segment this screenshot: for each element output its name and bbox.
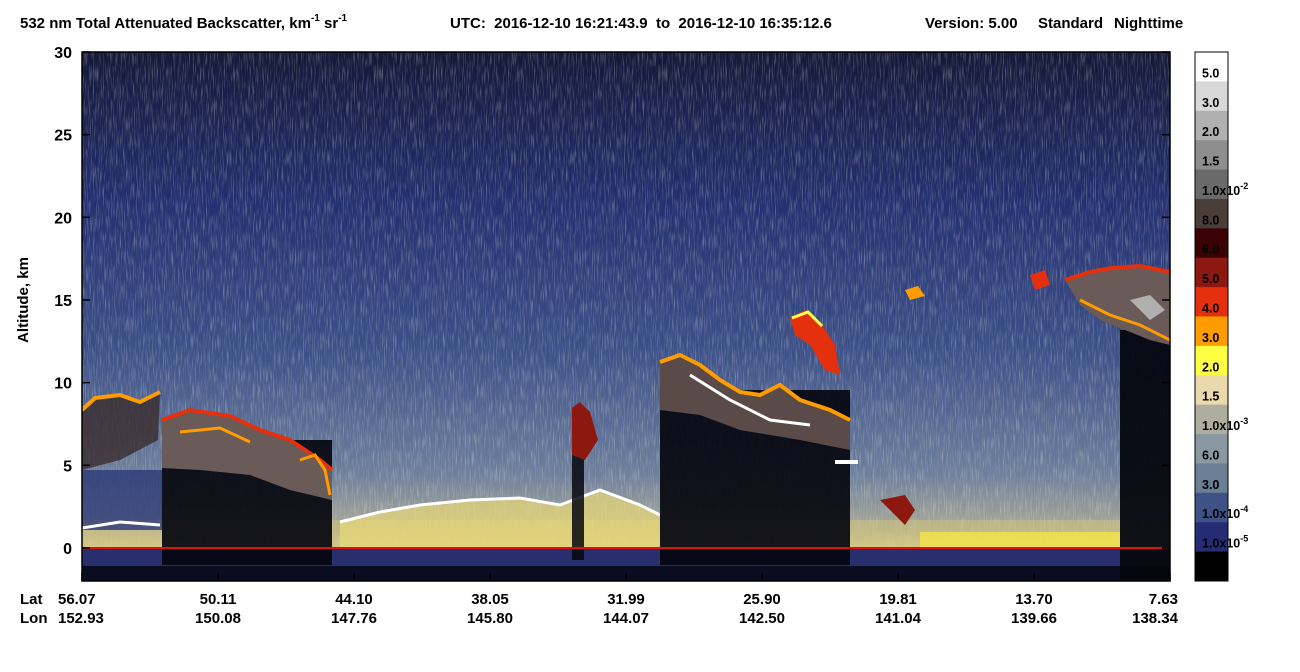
colorbar-label-text: 5.0 <box>1202 272 1219 286</box>
y-tick-label: 15 <box>54 293 72 310</box>
y-tick-label: 0 <box>63 541 72 558</box>
lon-tick-label: 147.76 <box>331 610 377 627</box>
colorbar-label: 1.0x10-3 <box>1202 416 1248 433</box>
colorbar-label: 3.0 <box>1202 331 1219 345</box>
utc-range: UTC: 2016-12-10 16:21:43.9 to 2016-12-10… <box>450 15 832 32</box>
colorbar-label: 5.0 <box>1202 272 1219 286</box>
colorbar-label-text: 1.0x10 <box>1202 537 1240 551</box>
colorbar-swatch <box>1195 551 1228 582</box>
lon-tick-label: 152.93 <box>58 610 104 627</box>
colorbar-swatch <box>1195 110 1228 141</box>
lat-tick-label: 50.11 <box>200 591 237 608</box>
colorbar-swatch <box>1195 52 1228 82</box>
lon-tick-label: 139.66 <box>1011 610 1057 627</box>
colorbar-label: 2.0 <box>1202 360 1219 374</box>
mode: Nighttime <box>1114 15 1183 32</box>
lon-tick-label: 142.50 <box>739 610 785 627</box>
lat-tick-label: 31.99 <box>607 591 645 608</box>
colorbar-swatch <box>1195 492 1228 523</box>
colorbar-swatch <box>1195 228 1228 259</box>
title-superscript: -1 <box>338 13 347 24</box>
colorbar-frame <box>1194 51 1229 582</box>
colorbar-label-text: 1.0x10 <box>1202 419 1240 433</box>
y-tick-label: 10 <box>54 376 72 393</box>
colorbar-swatch <box>1195 316 1228 347</box>
colorbar-label-text: 6.0 <box>1202 448 1219 462</box>
colorbar-label-exponent: -2 <box>1240 181 1248 191</box>
colorbar-label-exponent: -4 <box>1240 504 1248 514</box>
title-superscript: -1 <box>311 13 320 24</box>
colorbar-swatch <box>1195 257 1228 288</box>
colorbar-label-text: 8.0 <box>1202 213 1219 227</box>
colorbar-swatch <box>1195 198 1228 229</box>
colorbar-swatch <box>1195 345 1228 376</box>
colorbar-label-text: 3.0 <box>1202 331 1219 345</box>
colorbar-swatch <box>1195 140 1228 171</box>
colorbar-label-text: 5.0 <box>1202 66 1219 80</box>
version: Version: 5.00 <box>925 15 1018 32</box>
colorbar-swatch <box>1195 463 1228 494</box>
colorbar-label-text: 2.0 <box>1202 125 1219 139</box>
lon-tick-label: 138.34 <box>1132 610 1179 627</box>
title-text: sr <box>320 15 339 32</box>
lon-tick-label: 141.04 <box>875 610 922 627</box>
y-tick-label: 5 <box>63 458 72 475</box>
colorbar-label: 3.0 <box>1202 478 1219 492</box>
colorbar-swatch <box>1195 404 1228 435</box>
colorbar-label: 1.5 <box>1202 155 1219 169</box>
y-axis-label: Altitude, km <box>15 257 32 343</box>
colorbar-label: 5.0 <box>1202 66 1219 80</box>
lon-tick-label: 150.08 <box>195 610 241 627</box>
colorbar-label-text: 6.0 <box>1202 243 1219 257</box>
colorbar-label: 6.0 <box>1202 243 1219 257</box>
lon-tick-label: 144.07 <box>603 610 649 627</box>
lon-tick-label: 145.80 <box>467 610 513 627</box>
colorbar-swatch <box>1195 169 1228 200</box>
chart-title: 532 nm Total Attenuated Backscatter, km-… <box>20 13 348 32</box>
product: Standard <box>1038 15 1103 32</box>
y-tick-label: 25 <box>54 128 72 145</box>
lat-tick-label: 7.63 <box>1149 591 1178 608</box>
colorbar-swatch <box>1195 375 1228 406</box>
colorbar-label-text: 2.0 <box>1202 360 1219 374</box>
lat-tick-label: 38.05 <box>471 591 509 608</box>
colorbar-label-text: 1.0x10 <box>1202 184 1240 198</box>
colorbar-label: 1.5 <box>1202 390 1219 404</box>
colorbar-label: 8.0 <box>1202 213 1219 227</box>
lat-tick-label: 44.10 <box>335 591 373 608</box>
lon-label: Lon <box>20 610 48 627</box>
colorbar-label-text: 4.0 <box>1202 302 1219 316</box>
colorbar-swatch <box>1195 81 1228 112</box>
colorbar-label: 1.0x10-4 <box>1202 504 1248 521</box>
colorbar-label-text: 1.5 <box>1202 155 1219 169</box>
lat-tick-label: 13.70 <box>1015 591 1053 608</box>
colorbar-label-text: 3.0 <box>1202 96 1219 110</box>
colorbar-label: 3.0 <box>1202 96 1219 110</box>
colorbar-label-exponent: -5 <box>1240 534 1248 544</box>
colorbar-label-text: 1.0x10 <box>1202 507 1240 521</box>
lat-tick-label: 56.07 <box>58 591 96 608</box>
colorbar-label: 1.0x10-5 <box>1202 534 1248 551</box>
colorbar-swatch <box>1195 522 1228 553</box>
y-tick-label: 20 <box>54 210 72 227</box>
backscatter-image <box>82 52 1170 581</box>
colorbar-label: 6.0 <box>1202 448 1219 462</box>
y-tick-label: 30 <box>54 45 72 62</box>
colorbar-label-text: 3.0 <box>1202 478 1219 492</box>
lat-tick-label: 25.90 <box>743 591 781 608</box>
colorbar-label-exponent: -3 <box>1240 416 1248 426</box>
colorbar-swatch <box>1195 287 1228 317</box>
colorbar-label: 2.0 <box>1202 125 1219 139</box>
lat-tick-label: 19.81 <box>879 591 917 608</box>
colorbar-label: 1.0x10-2 <box>1202 181 1248 198</box>
lat-label: Lat <box>20 591 43 608</box>
title-text: 532 nm Total Attenuated Backscatter, km <box>20 15 311 32</box>
colorbar-label-text: 1.5 <box>1202 390 1219 404</box>
colorbar-swatch <box>1195 434 1228 464</box>
colorbar-label: 4.0 <box>1202 302 1219 316</box>
